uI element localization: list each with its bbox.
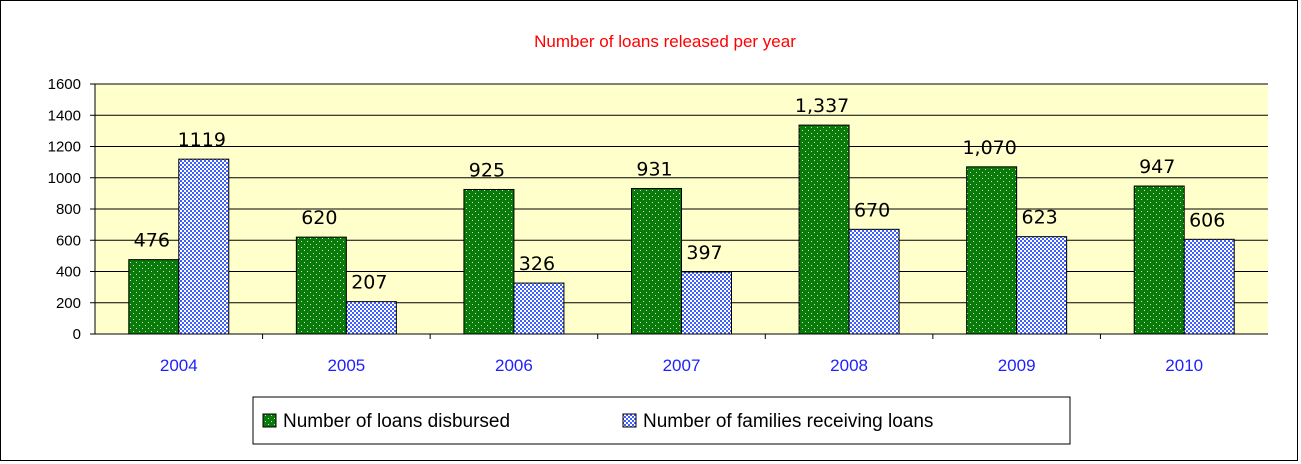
x-tick-label: 2007 xyxy=(663,356,701,375)
y-tick-label: 1400 xyxy=(48,107,81,124)
data-label: 670 xyxy=(854,199,890,221)
bar xyxy=(513,282,565,335)
bar xyxy=(848,228,900,335)
legend-swatch xyxy=(262,413,277,428)
data-label: 326 xyxy=(519,253,555,275)
data-label: 925 xyxy=(469,159,505,181)
data-label: 1119 xyxy=(178,129,226,151)
y-tick-label: 800 xyxy=(56,201,81,218)
bar xyxy=(295,236,347,335)
data-label: 476 xyxy=(134,230,170,252)
data-label: 931 xyxy=(636,159,672,181)
data-label: 397 xyxy=(686,242,722,264)
chart-title: Number of loans released per year xyxy=(534,32,796,51)
bar xyxy=(631,188,682,335)
legend-swatch xyxy=(622,413,637,428)
y-tick-label: 600 xyxy=(56,232,81,249)
legend-label: Number of families receiving loans xyxy=(643,411,933,432)
legend-label: Number of loans disbursed xyxy=(283,411,510,432)
y-tick-label: 200 xyxy=(56,295,81,312)
bar xyxy=(1133,185,1185,335)
bar xyxy=(128,259,180,335)
y-tick-label: 1200 xyxy=(48,139,81,156)
data-label: 1,337 xyxy=(795,95,849,117)
bar xyxy=(798,124,850,335)
bar xyxy=(966,166,1018,335)
y-tick-label: 1000 xyxy=(48,170,81,187)
x-tick-label: 2008 xyxy=(830,356,868,375)
data-label: 207 xyxy=(351,272,387,294)
bar xyxy=(1183,238,1235,335)
data-label: 606 xyxy=(1189,209,1225,231)
y-tick-label: 400 xyxy=(56,264,81,281)
bar xyxy=(178,158,230,335)
x-tick-label: 2009 xyxy=(998,356,1036,375)
bar xyxy=(463,188,515,335)
data-label: 947 xyxy=(1139,156,1175,178)
bar xyxy=(1016,236,1068,335)
y-tick-label: 0 xyxy=(73,326,81,343)
x-tick-label: 2006 xyxy=(495,356,533,375)
bar xyxy=(681,271,732,335)
x-tick-label: 2005 xyxy=(327,356,365,375)
data-label: 620 xyxy=(301,207,337,229)
bar xyxy=(345,301,397,335)
y-tick-label: 1600 xyxy=(48,76,81,93)
legend-box xyxy=(252,396,1071,445)
data-label: 623 xyxy=(1022,207,1058,229)
data-label: 1,070 xyxy=(962,137,1016,159)
x-tick-label: 2004 xyxy=(160,356,198,375)
x-tick-label: 2010 xyxy=(1165,356,1203,375)
